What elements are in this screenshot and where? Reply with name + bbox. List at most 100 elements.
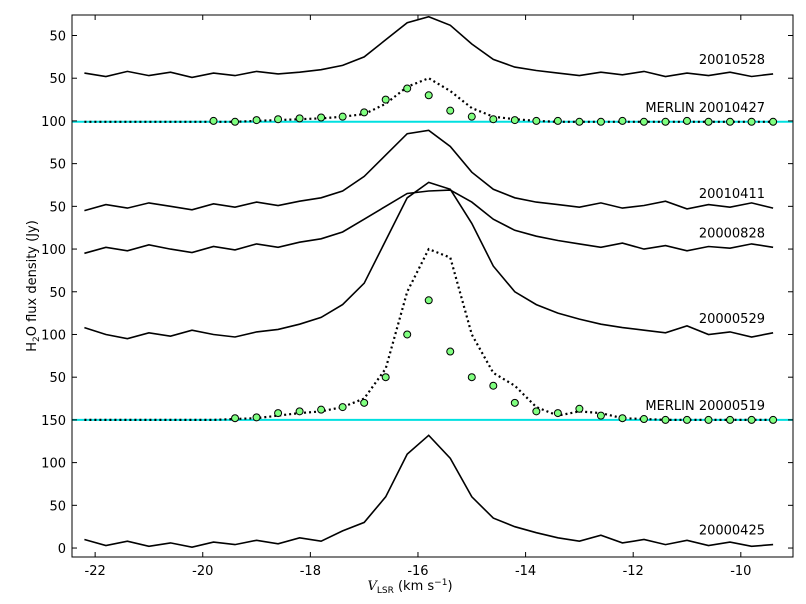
spectrum-line: [84, 129, 774, 212]
maser-spot: [532, 116, 541, 125]
maser-spot: [553, 116, 562, 125]
y-tick-label: 50: [49, 200, 66, 215]
maser-spot: [618, 116, 627, 125]
maser-spot: [295, 407, 304, 416]
maser-spot: [661, 415, 670, 424]
maser-spot: [769, 415, 778, 424]
y-tick-label: 50: [49, 72, 66, 87]
x-label-var: V: [367, 579, 378, 594]
maser-spot: [639, 415, 648, 424]
x-tick-label: -14: [515, 564, 536, 579]
maser-spot: [747, 415, 756, 424]
y-tick-label: 50: [49, 158, 66, 173]
maser-spot: [381, 373, 390, 382]
maser-spot: [317, 113, 326, 122]
maser-spot: [575, 404, 584, 413]
y-tick-label: 0: [58, 542, 66, 557]
maser-spot: [295, 114, 304, 123]
y-tick-label: 100: [41, 457, 66, 472]
maser-spot: [747, 117, 756, 126]
spectrum-label: MERLIN 20000519: [645, 399, 765, 414]
x-tick-label: -20: [192, 564, 213, 579]
maser-spot: [338, 403, 347, 412]
maser-spot: [446, 347, 455, 356]
maser-spot: [403, 330, 412, 339]
x-tick-label: -12: [623, 564, 644, 579]
y-tick-label: 50: [49, 499, 66, 514]
spectrum-line: [84, 76, 774, 123]
x-tick-label: -10: [730, 564, 751, 579]
maser-spot: [424, 296, 433, 305]
maser-spot: [231, 117, 240, 126]
maser-spot: [596, 411, 605, 420]
maser-spot: [252, 116, 261, 125]
y-label-h: H: [25, 342, 40, 352]
plot-frame: [71, 14, 794, 558]
spectrum-label: 20000828: [699, 226, 765, 241]
maser-spot: [360, 108, 369, 117]
maser-spot: [403, 84, 412, 93]
x-tick-label: -22: [85, 564, 106, 579]
x-label-sup: −1: [434, 578, 447, 588]
maser-spot: [618, 414, 627, 423]
y-tick-label: 150: [41, 414, 66, 429]
maser-spot: [489, 381, 498, 390]
y-label-rest: O flux density (Jy): [25, 220, 40, 336]
spectrum-label: 20010528: [699, 53, 765, 68]
maser-spot: [726, 117, 735, 126]
maser-spot: [769, 117, 778, 126]
y-tick-label: 50: [49, 371, 66, 386]
maser-spot: [381, 95, 390, 104]
y-tick-label: 100: [41, 328, 66, 343]
maser-spot: [575, 117, 584, 126]
y-label-sub: 2: [32, 336, 42, 342]
x-label-end: ): [447, 579, 452, 594]
x-tick-label: -18: [300, 564, 321, 579]
maser-spot: [489, 115, 498, 124]
spectrum-line: [84, 181, 774, 340]
maser-spot: [467, 112, 476, 121]
maser-spot: [467, 373, 476, 382]
maser-spot: [683, 116, 692, 125]
x-label-sub: LSR: [377, 586, 394, 596]
maser-spot: [510, 116, 519, 125]
maser-spot: [252, 413, 261, 422]
maser-spot: [639, 117, 648, 126]
spectrum-label: 20000425: [699, 524, 765, 539]
spectrum-label: MERLIN 20010427: [645, 101, 765, 116]
maser-spot: [338, 112, 347, 121]
maser-spot: [274, 115, 283, 124]
spectrum-label: 20010411: [699, 187, 765, 202]
maser-spot: [317, 405, 326, 414]
spectrum-line: [84, 15, 774, 79]
maser-spot: [360, 398, 369, 407]
maser-spot: [209, 116, 218, 125]
maser-spot: [704, 117, 713, 126]
maser-spot: [532, 407, 541, 416]
y-tick-label: 100: [41, 243, 66, 258]
spectrum-line: [84, 434, 774, 549]
y-tick-label: 50: [49, 286, 66, 301]
y-tick-label: 50: [49, 30, 66, 45]
maser-spot: [424, 91, 433, 100]
maser-spot: [683, 415, 692, 424]
x-label-unit: (km s: [394, 579, 435, 594]
spectrum-line: [84, 189, 774, 255]
maser-spot: [661, 117, 670, 126]
maser-spot: [446, 106, 455, 115]
maser-spot: [704, 415, 713, 424]
y-axis-label: H2O flux density (Jy): [25, 220, 42, 352]
spectrum-line: [84, 247, 774, 421]
maser-spot: [231, 414, 240, 423]
x-tick-label: -16: [407, 564, 428, 579]
maser-spot: [726, 415, 735, 424]
y-tick-label: 100: [41, 115, 66, 130]
maser-spot: [274, 409, 283, 418]
spectrum-label: 20000529: [699, 312, 765, 327]
maser-spot: [510, 398, 519, 407]
x-axis-label: VLSR (km s−1): [367, 578, 452, 596]
maser-spot: [596, 117, 605, 126]
maser-spot: [553, 409, 562, 418]
